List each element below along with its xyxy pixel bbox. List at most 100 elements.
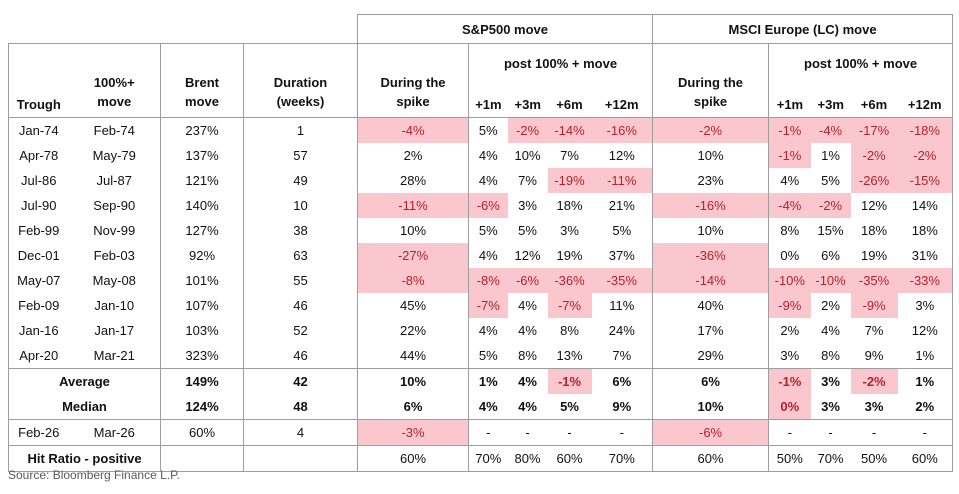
- msci-cell-0: -16%: [652, 193, 770, 218]
- cell-100-move: Feb-03: [68, 243, 161, 268]
- cell-brent: 103%: [160, 318, 244, 343]
- msci-cell-1: 0%: [768, 394, 811, 420]
- sp-cell-0: 2%: [357, 143, 469, 168]
- cell-duration: 46: [243, 293, 358, 318]
- cell-duration: 55: [243, 268, 358, 293]
- sp-cell-2: 7%: [518, 173, 537, 188]
- sp-cell-1: 70%: [468, 445, 508, 472]
- msci-col-3m: +3m: [817, 97, 844, 112]
- sp-cell-2: -6%: [507, 268, 548, 293]
- sp-cell-2: -2%: [507, 117, 548, 143]
- msci-cell-4: 60%: [897, 445, 954, 472]
- cell-100-move: Mar-26: [68, 419, 161, 446]
- table-row: May-07 May-08 101% 55 -8% -8% -6% -36% -35% -14% -…: [8, 268, 954, 293]
- group-header-row: S&P500 move MSCI Europe (LC) move: [9, 14, 954, 44]
- cell-brent: 149%: [160, 368, 244, 394]
- msci-cell-2: 70%: [810, 445, 851, 472]
- sp-cell-4: 11%: [591, 293, 654, 318]
- sp-cell-3: -1%: [547, 368, 592, 394]
- summary-row: Median 124% 48 6% 4% 4% 5% 9% 10% 0% 3% 3% 2%: [8, 394, 954, 420]
- sp-cell-2: -: [507, 419, 548, 446]
- cell-summary-label: Average: [8, 368, 161, 394]
- column-header-row: Trough 100%+ move Brent move Duration (w…: [8, 43, 954, 118]
- sp-cell-4: 21%: [591, 193, 654, 218]
- sp-cell-1: 4%: [478, 323, 498, 338]
- cell-brent: 140%: [160, 193, 244, 218]
- msci-post-label: post 100% + move: [804, 56, 918, 71]
- msci-cell-2: 1%: [821, 148, 840, 163]
- msci-cell-4: -18%: [897, 117, 954, 143]
- cell-brent: 323%: [160, 343, 244, 369]
- table-row: Feb-99 Nov-99 127% 38 10% 5% 5% 3% 5% 10% 8% 15% 18%…: [8, 218, 954, 243]
- table-row: Jul-90 Sep-90 140% 10 -11% -6% 3% 18% 21% -16% -4%…: [8, 193, 954, 218]
- sp-cell-3: 60%: [547, 445, 592, 472]
- sp-post-subcols: +1m +3m +6m +12m: [469, 97, 652, 112]
- sp-cell-0: 10%: [357, 218, 469, 243]
- msci-cell-1: 0%: [780, 248, 800, 263]
- msci-cell-3: -2%: [850, 368, 898, 394]
- sp-cell-4: -35%: [591, 268, 654, 293]
- cell-100-move: Nov-99: [68, 218, 161, 243]
- table-row: Dec-01 Feb-03 92% 63 -27% 4% 12% 19% 37% -36% 0% 6%…: [8, 243, 954, 268]
- sp-cell-0: -4%: [357, 117, 469, 143]
- msci-cell-3: 3%: [850, 394, 898, 420]
- col-header-duration: Duration (weeks): [243, 43, 358, 118]
- sp-cell-1: -8%: [468, 268, 508, 293]
- sp-cell-2: 12%: [514, 248, 541, 263]
- sp-cell-1: 5%: [478, 223, 498, 238]
- cell-brent: 107%: [160, 293, 244, 318]
- cell-brent: 127%: [160, 218, 244, 243]
- sp-cell-1: 4%: [478, 148, 498, 163]
- msci-cell-4: 14%: [897, 193, 954, 218]
- sp-cell-0: 10%: [357, 368, 469, 394]
- msci-cell-1: 3%: [780, 348, 800, 363]
- sp-cell-4: 5%: [591, 218, 654, 243]
- msci-cell-3: 7%: [864, 323, 884, 338]
- sp-cell-0: 60%: [357, 445, 469, 472]
- sp-cell-4: 12%: [591, 143, 654, 168]
- sp-cell-3: 3%: [560, 223, 579, 238]
- sp-cell-3: 19%: [556, 248, 583, 263]
- cell-brent: 137%: [160, 143, 244, 168]
- msci-cell-3: 18%: [861, 223, 888, 238]
- sp-cell-4: -11%: [591, 168, 654, 193]
- msci-cell-2: -2%: [810, 193, 851, 218]
- cell-duration: 63: [243, 243, 358, 268]
- summary-row: Average 149% 42 10% 1% 4% -1% 6% 6% -1% 3% -2% 1%: [8, 368, 954, 394]
- cell-duration: 38: [243, 218, 358, 243]
- msci-cell-1: 50%: [768, 445, 811, 472]
- table-row: Apr-78 May-79 137% 57 2% 4% 10% 7% 12% 10% -1% 1% -2…: [8, 143, 954, 168]
- cell-duration: 46: [243, 343, 358, 369]
- cell-trough: Dec-01: [8, 243, 69, 268]
- sp-cell-2: 3%: [518, 198, 537, 213]
- sp-cell-0: 22%: [357, 318, 469, 343]
- msci-cell-3: -: [850, 419, 898, 446]
- sp-cell-0: -27%: [357, 243, 469, 268]
- col-header-100-move: 100%+ move: [68, 43, 161, 118]
- msci-cell-2: 2%: [821, 298, 840, 313]
- cell-100-move: Jan-17: [68, 318, 161, 343]
- sp-cell-4: 37%: [591, 243, 654, 268]
- msci-cell-4: 1%: [897, 368, 954, 394]
- sp-cell-2: 4%: [507, 368, 548, 394]
- col-header-trough: Trough: [8, 43, 69, 118]
- cell-duration: 42: [243, 368, 358, 394]
- sp-cell-1: 4%: [478, 248, 498, 263]
- msci-cell-3: 12%: [861, 198, 888, 213]
- msci-cell-0: 60%: [652, 445, 770, 472]
- cell-trough: Feb-26: [8, 419, 69, 446]
- msci-cell-2: 3%: [810, 394, 851, 420]
- sp-cell-2: 4%: [507, 394, 548, 420]
- sp-cell-0: -3%: [357, 419, 469, 446]
- sp-cell-2: 10%: [514, 148, 541, 163]
- msci-cell-0: -36%: [652, 243, 770, 268]
- cell-duration: 4: [243, 419, 358, 446]
- msci-cell-4: 31%: [897, 243, 954, 268]
- msci-cell-2: 3%: [810, 368, 851, 394]
- msci-cell-4: -: [897, 419, 954, 446]
- msci-cell-3: -26%: [850, 168, 898, 193]
- msci-cell-0: 10%: [652, 394, 770, 420]
- cell-brent: 121%: [160, 168, 244, 193]
- msci-cell-0: 17%: [652, 318, 770, 343]
- sp-cell-3: 13%: [556, 348, 583, 363]
